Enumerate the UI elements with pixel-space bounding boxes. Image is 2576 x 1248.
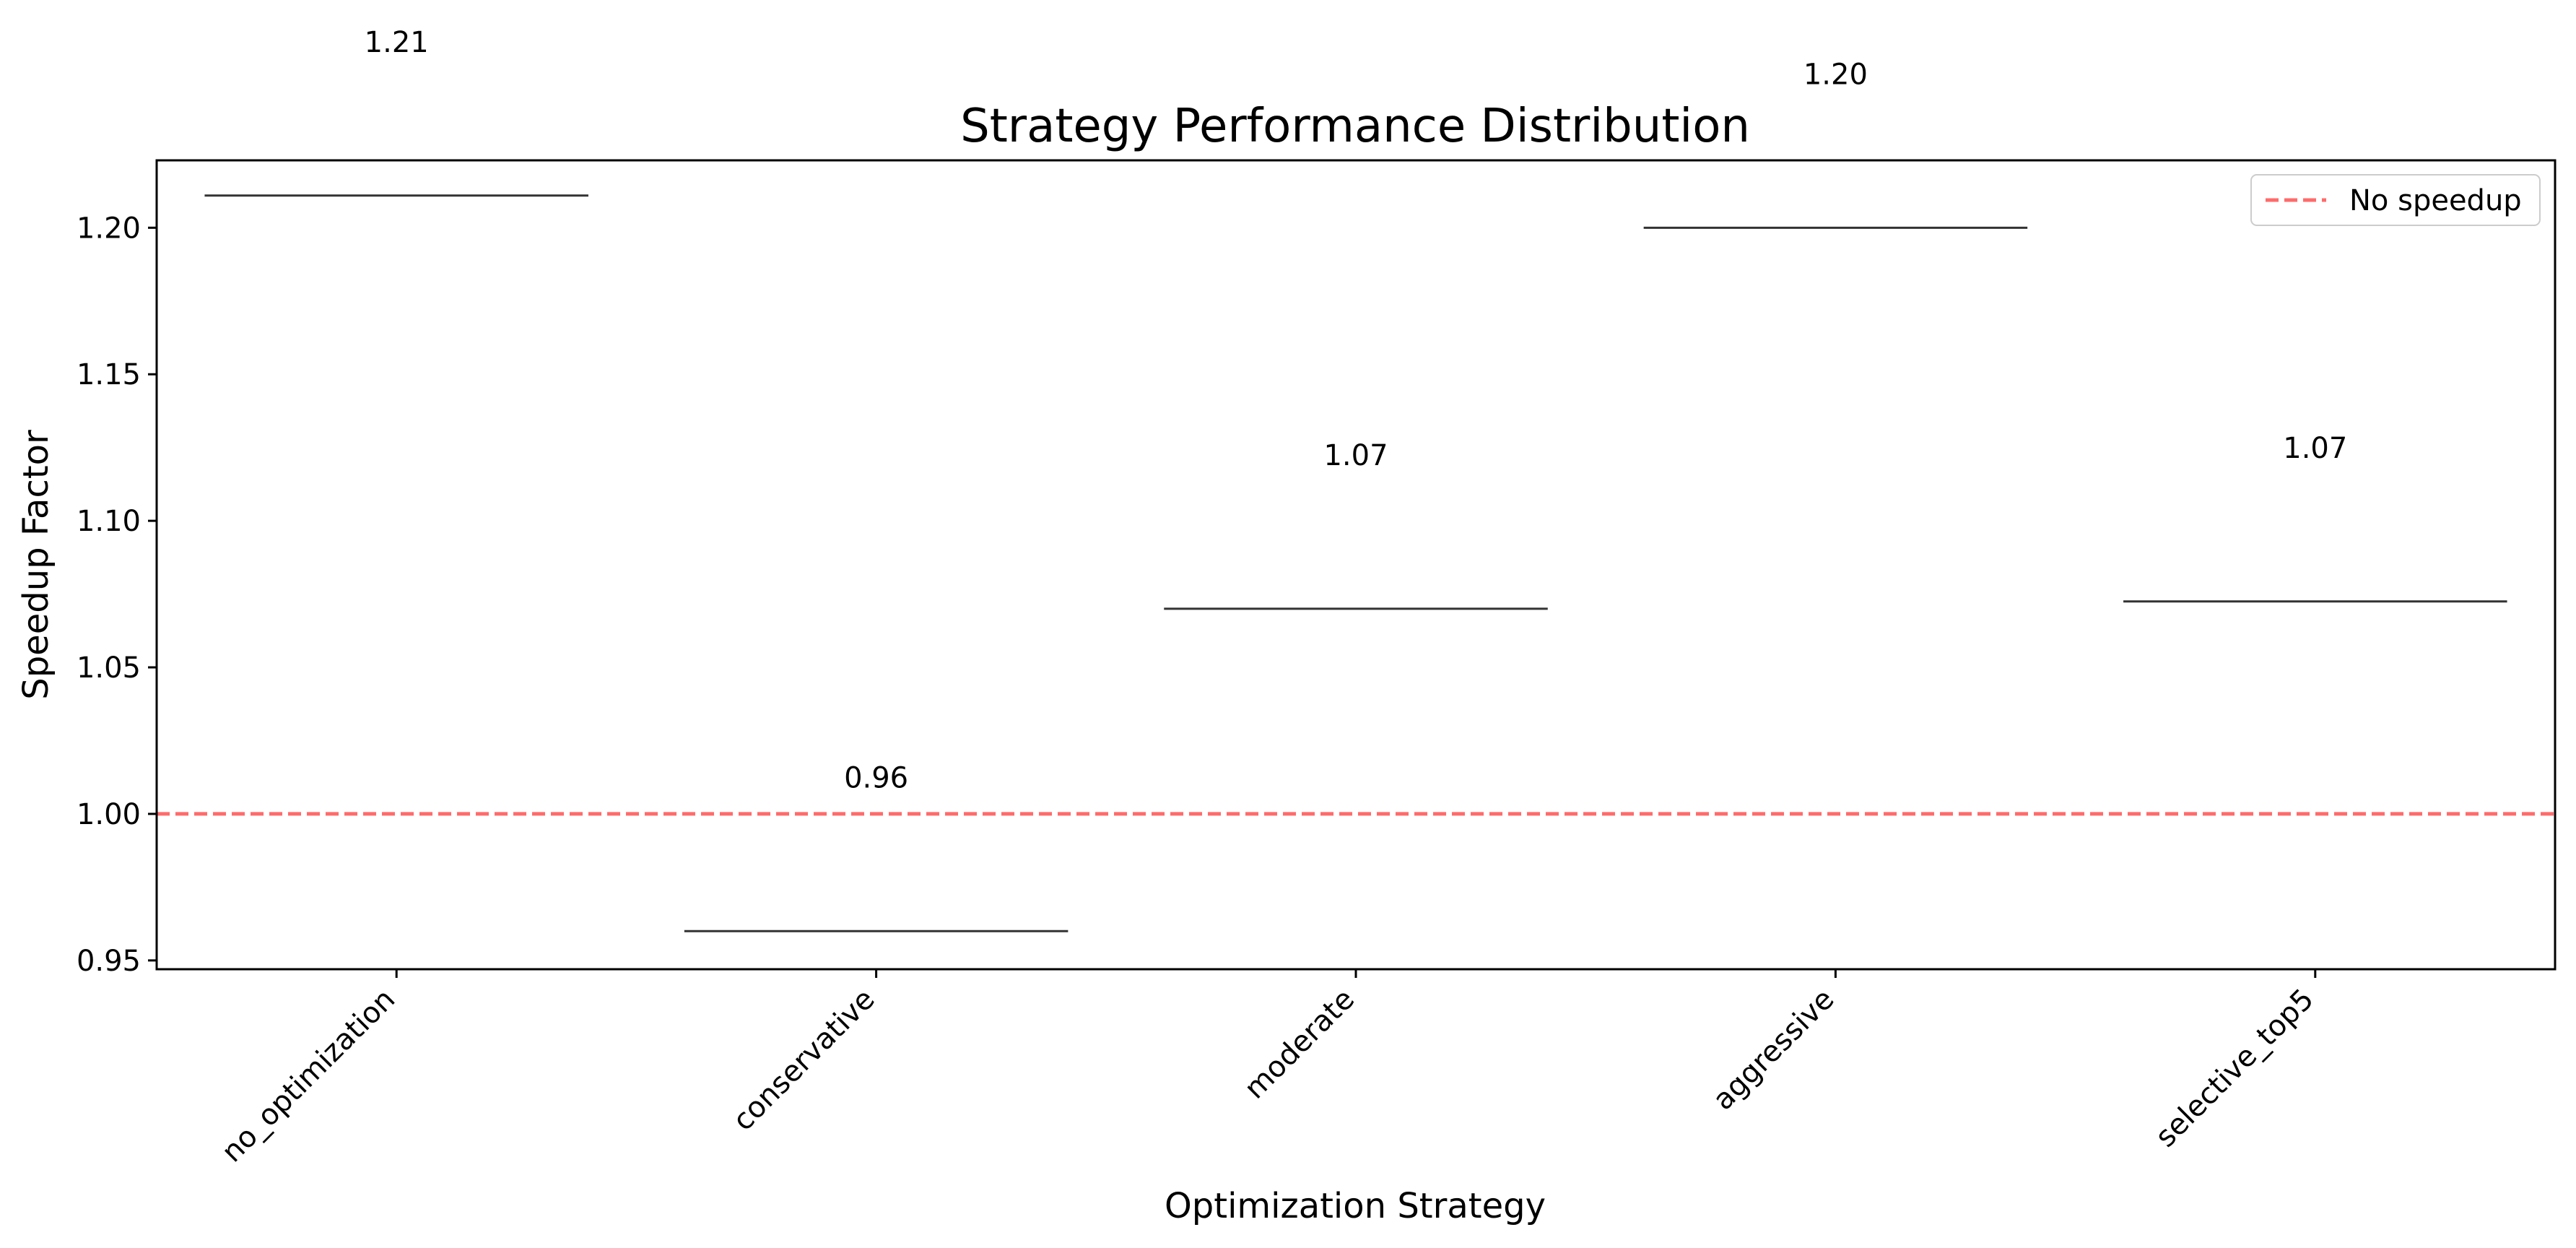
y-tick-label: 1.00 bbox=[77, 798, 141, 831]
legend: No speedup bbox=[2250, 174, 2541, 226]
y-tick-label: 1.15 bbox=[77, 358, 141, 391]
median-value-label: 0.96 bbox=[844, 761, 908, 794]
legend-box bbox=[2250, 174, 2541, 226]
y-axis-title: Speedup Factor bbox=[16, 430, 56, 700]
y-tick-label: 1.10 bbox=[77, 505, 141, 538]
data-labels: 1.21 0.96 1.07 1.20 1.07 bbox=[365, 26, 2348, 795]
median-value-label: 1.07 bbox=[1323, 439, 1388, 472]
boxes bbox=[204, 194, 2507, 932]
plot-frame bbox=[155, 159, 2557, 971]
y-axis: 0.95 1.00 1.05 1.10 1.15 1.20 bbox=[77, 212, 157, 978]
legend-label-no-speedup: No speedup bbox=[2349, 184, 2522, 217]
median-value-label: 1.07 bbox=[2283, 432, 2347, 465]
y-tick-label: 1.20 bbox=[77, 212, 141, 245]
median-value-label: 1.20 bbox=[1803, 58, 1868, 92]
y-tick-label: 0.95 bbox=[77, 945, 141, 978]
median-value-label: 1.21 bbox=[365, 26, 429, 59]
x-axis-title: Optimization Strategy bbox=[1165, 1186, 1546, 1226]
chart-title: Strategy Performance Distribution bbox=[960, 100, 1750, 153]
y-tick-label: 1.05 bbox=[77, 651, 141, 685]
